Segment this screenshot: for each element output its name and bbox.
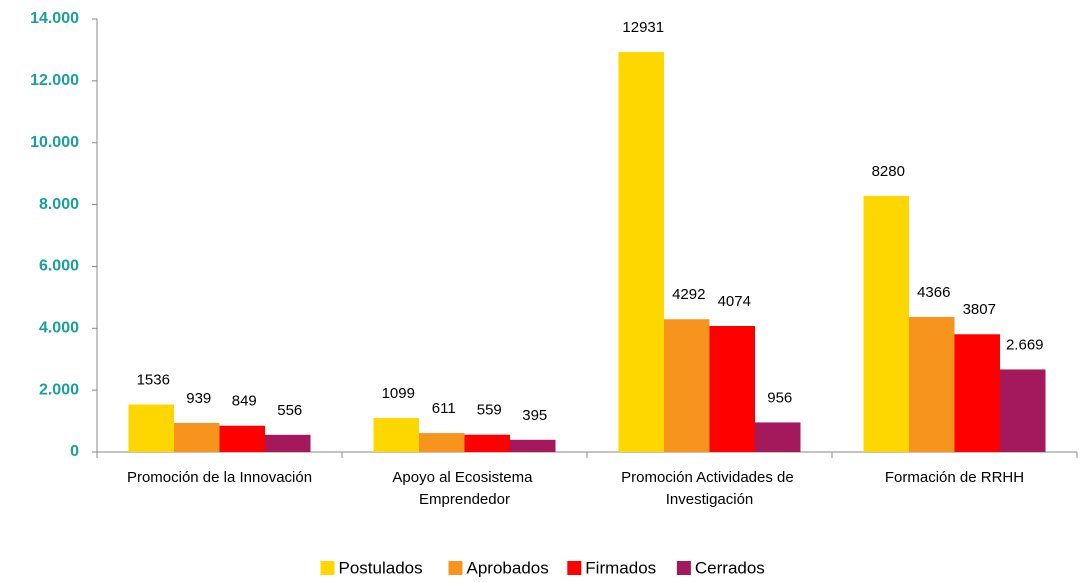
bar (664, 319, 710, 452)
legend-label: Postulados (339, 558, 423, 577)
data-label: 395 (522, 407, 547, 424)
y-tick-label: 8.000 (39, 196, 79, 213)
data-label: 611 (432, 400, 456, 417)
legend-swatch (448, 561, 463, 575)
bar (219, 425, 265, 452)
legend-swatch (320, 561, 335, 575)
bar (1000, 369, 1046, 452)
data-label: 8280 (872, 163, 905, 180)
bar (128, 404, 174, 452)
data-label: 4074 (718, 293, 751, 310)
data-label: 556 (277, 402, 302, 419)
data-label: 4292 (672, 286, 705, 303)
data-label: 2.669 (1006, 336, 1044, 353)
y-tick-label: 0 (70, 443, 79, 460)
legend-label: Cerrados (695, 558, 765, 577)
x-tick-label: Apoyo al Ecosistema Emprendedor (392, 469, 536, 508)
bar (419, 433, 465, 452)
data-label: 1099 (382, 385, 415, 402)
y-tick-label: 2.000 (39, 381, 79, 398)
legend-swatch (676, 561, 691, 575)
data-label: 939 (186, 390, 211, 407)
data-label: 849 (232, 393, 257, 410)
x-tick-label: Formación de RRHH (885, 469, 1024, 486)
data-label: 559 (477, 402, 502, 419)
bar (265, 434, 311, 452)
x-tick-label: Promoción Actividades de Investigación (621, 469, 798, 508)
legend-label: Aprobados (467, 558, 549, 577)
data-label: 4366 (917, 284, 950, 301)
y-tick-label: 12.000 (30, 72, 79, 89)
bar (464, 434, 510, 452)
data-label: 956 (767, 389, 792, 406)
y-tick-label: 14.000 (30, 10, 79, 27)
y-tick-label: 4.000 (39, 320, 79, 337)
bar (510, 439, 556, 452)
data-label: 3807 (963, 301, 996, 318)
bar (909, 316, 955, 452)
data-label: 1536 (137, 371, 170, 388)
data-label: 12931 (622, 19, 664, 36)
x-tick-label: Promoción de la Innovación (127, 469, 312, 486)
y-tick-label: 6.000 (39, 258, 79, 275)
legend-label: Firmados (585, 558, 656, 577)
y-tick-label: 10.000 (30, 134, 79, 151)
bar (174, 422, 220, 452)
bar (709, 325, 755, 452)
bar (373, 418, 419, 452)
bar (954, 334, 1000, 452)
legend-swatch (567, 561, 582, 575)
bar (863, 195, 909, 452)
bar (618, 52, 664, 452)
bar (755, 422, 801, 452)
